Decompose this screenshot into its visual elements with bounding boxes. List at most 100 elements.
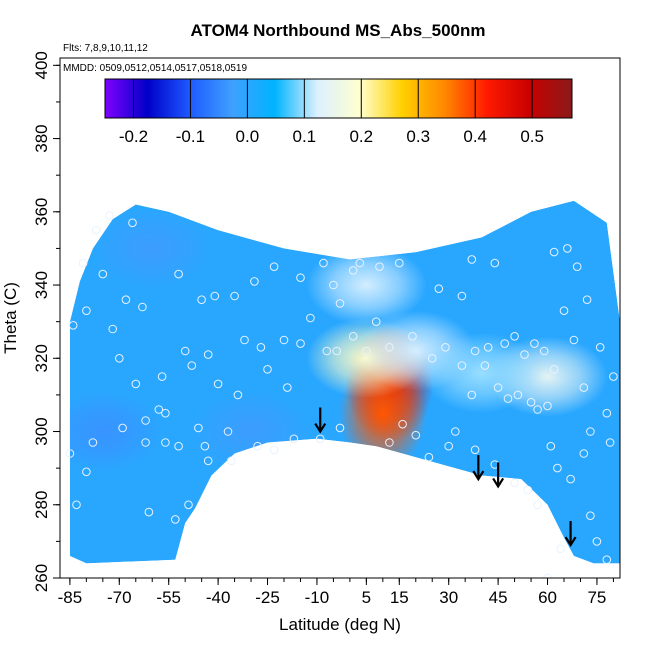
measurement-point — [553, 463, 562, 473]
measurement-point — [411, 430, 421, 440]
measurement-point — [582, 295, 592, 305]
measurement-point — [395, 258, 404, 268]
y-tick-label: 400 — [32, 51, 51, 79]
measurement-point — [549, 365, 559, 374]
colorbar-tick-label: 0.2 — [349, 127, 373, 146]
measurement-point — [230, 291, 239, 301]
measurement-point — [296, 273, 305, 283]
measurement-point — [240, 335, 249, 345]
measurement-point — [256, 343, 266, 352]
measurement-point — [375, 262, 384, 272]
measurement-point — [335, 423, 345, 433]
measurement-point — [227, 456, 236, 466]
measurement-point — [605, 438, 615, 447]
y-axis: 260 280 300 320 340 360 380 400 — [32, 51, 60, 592]
y-tick-label: 360 — [32, 198, 51, 226]
colorbar-tick-label: -0.1 — [176, 127, 205, 146]
measurement-point — [154, 405, 164, 414]
y-tick-label: 300 — [32, 417, 51, 445]
x-tick-label: 75 — [587, 588, 606, 607]
measurement-point — [171, 515, 180, 524]
measurement-point — [329, 280, 338, 290]
measurement-point — [424, 452, 434, 462]
colorbar-tick-label: 0.1 — [293, 127, 317, 146]
x-axis: -85 -70 -55 -40 -25 -10 5 15 30 45 60 75 — [58, 578, 614, 607]
measurement-point — [121, 295, 131, 305]
colorbar-tick-label: 0.4 — [463, 127, 487, 146]
measurement-point — [91, 225, 101, 235]
measurement-point — [513, 390, 523, 400]
x-tick-label: -70 — [107, 588, 132, 607]
measurement-point — [98, 269, 108, 279]
measurement-point — [543, 573, 552, 578]
measurement-point — [263, 365, 272, 374]
measurement-point — [569, 335, 579, 345]
measurement-point — [539, 346, 549, 356]
measurement-point — [602, 555, 612, 565]
measurement-point — [533, 405, 542, 414]
colorbar: -0.2 -0.1 0.0 0.1 0.2 0.3 0.4 0.5 — [104, 78, 573, 146]
measurement-point — [88, 438, 98, 447]
measurement-point — [82, 467, 91, 477]
measurement-point — [503, 394, 513, 403]
y-tick-label: 380 — [32, 124, 51, 152]
measurement-point — [72, 500, 81, 510]
measurement-point — [467, 390, 477, 400]
measurement-point — [457, 291, 467, 301]
measurement-point — [586, 511, 595, 521]
measurement-point — [533, 500, 542, 510]
measurement-point — [348, 266, 358, 275]
measurement-point — [586, 427, 595, 436]
measurement-point — [194, 423, 203, 433]
measurement-point — [319, 258, 328, 268]
measurement-point — [68, 321, 78, 330]
plot-area — [65, 200, 620, 578]
measurement-point — [283, 383, 292, 392]
measurement-point — [398, 419, 407, 429]
x-tick-label: -55 — [156, 588, 181, 607]
measurement-point — [500, 339, 510, 348]
measurement-point — [602, 408, 612, 418]
measurement-point — [579, 383, 589, 392]
measurement-point — [609, 372, 618, 381]
measurement-point — [451, 427, 460, 436]
measurement-point — [203, 350, 213, 359]
colorbar-tick-label: 0.5 — [520, 127, 544, 146]
x-tick-label: -40 — [206, 588, 231, 607]
x-tick-label: 30 — [439, 588, 458, 607]
measurement-point — [180, 346, 190, 356]
y-tick-label: 260 — [32, 564, 51, 592]
measurement-point — [441, 343, 450, 352]
x-tick-label: 45 — [489, 588, 508, 607]
colorbar-tick-label: -0.2 — [119, 127, 148, 146]
measurement-point — [128, 218, 137, 228]
measurement-point — [138, 302, 147, 312]
measurement-point — [78, 258, 88, 268]
measurement-point — [322, 346, 332, 356]
colorbar-tick-label: 0.3 — [406, 127, 430, 146]
colorbar-tick-label: 0.0 — [236, 127, 260, 146]
measurement-point — [253, 441, 262, 451]
measurement-point — [490, 258, 500, 268]
measurement-point — [480, 361, 490, 370]
measurement-point — [161, 438, 170, 447]
down-arrow-marker — [314, 407, 327, 434]
dates-note: MMDD: 0509,0512,0514,0517,0518,0519 — [63, 63, 247, 74]
measurement-point — [279, 335, 289, 345]
measurement-point — [348, 332, 358, 341]
measurement-point — [579, 449, 589, 458]
measurement-point — [203, 456, 213, 466]
measurement-point — [592, 537, 602, 546]
measurement-point — [82, 306, 91, 316]
measurement-point — [362, 346, 371, 356]
x-tick-label: -25 — [255, 588, 280, 607]
measurement-point — [595, 343, 605, 352]
measurement-point — [434, 284, 444, 294]
measurement-point — [184, 500, 193, 510]
measurement-point — [332, 346, 342, 356]
measurement-point — [223, 427, 233, 436]
heatmap-hotspot — [421, 332, 542, 413]
measurement-point — [526, 397, 536, 407]
measurement-point — [483, 343, 493, 352]
measurement-point — [315, 434, 325, 444]
